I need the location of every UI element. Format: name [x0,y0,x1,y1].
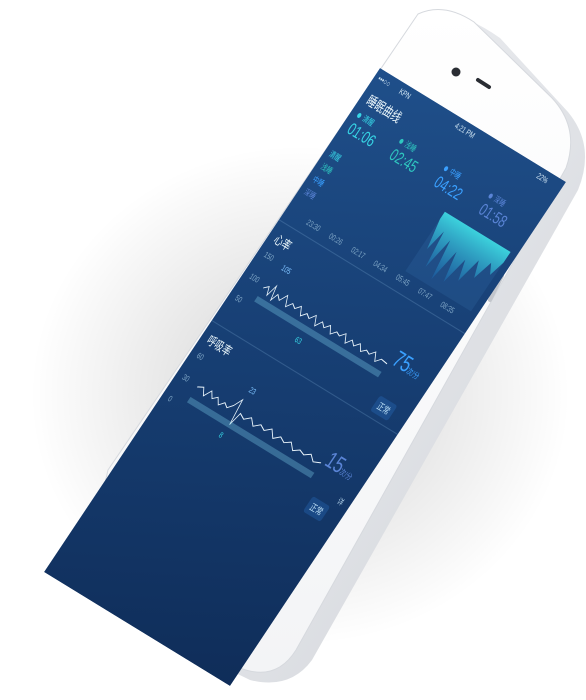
breath-wave [186,386,322,479]
sleep-area [425,211,511,282]
app-screen: •••○○ KPN 4:21 PM 22% 睡眠曲线 清醒 01:06 浅睡 0… [44,68,566,686]
sleep-curve [405,211,511,312]
earpiece-icon [476,78,491,89]
heart-wave [254,284,388,378]
front-camera-icon [451,67,461,77]
